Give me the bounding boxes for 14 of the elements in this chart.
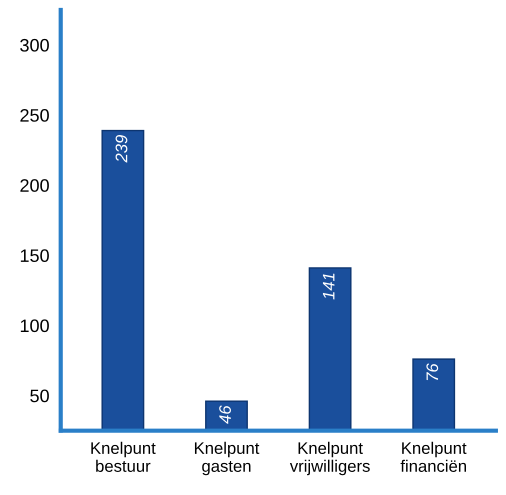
data-label: 239	[116, 135, 128, 163]
x-tick-label: Knelpunt financiën	[400, 442, 466, 472]
y-tick-label: 100	[20, 319, 49, 332]
data-label: 76	[426, 363, 438, 380]
y-tick-label: 250	[20, 109, 49, 122]
data-label: 141	[322, 274, 334, 300]
x-tick-label: Knelpunt vrijwilligers	[290, 442, 370, 476]
y-tick-label: 300	[20, 38, 49, 52]
x-tick-label: Knelpunt gasten	[194, 442, 260, 476]
data-label: 46	[219, 405, 231, 424]
y-tick-label: 200	[20, 179, 49, 192]
y-tick-label: 50	[30, 390, 49, 402]
y-tick-label: 150	[20, 249, 49, 262]
x-tick-label: Knelpunt bestuur	[91, 442, 156, 472]
